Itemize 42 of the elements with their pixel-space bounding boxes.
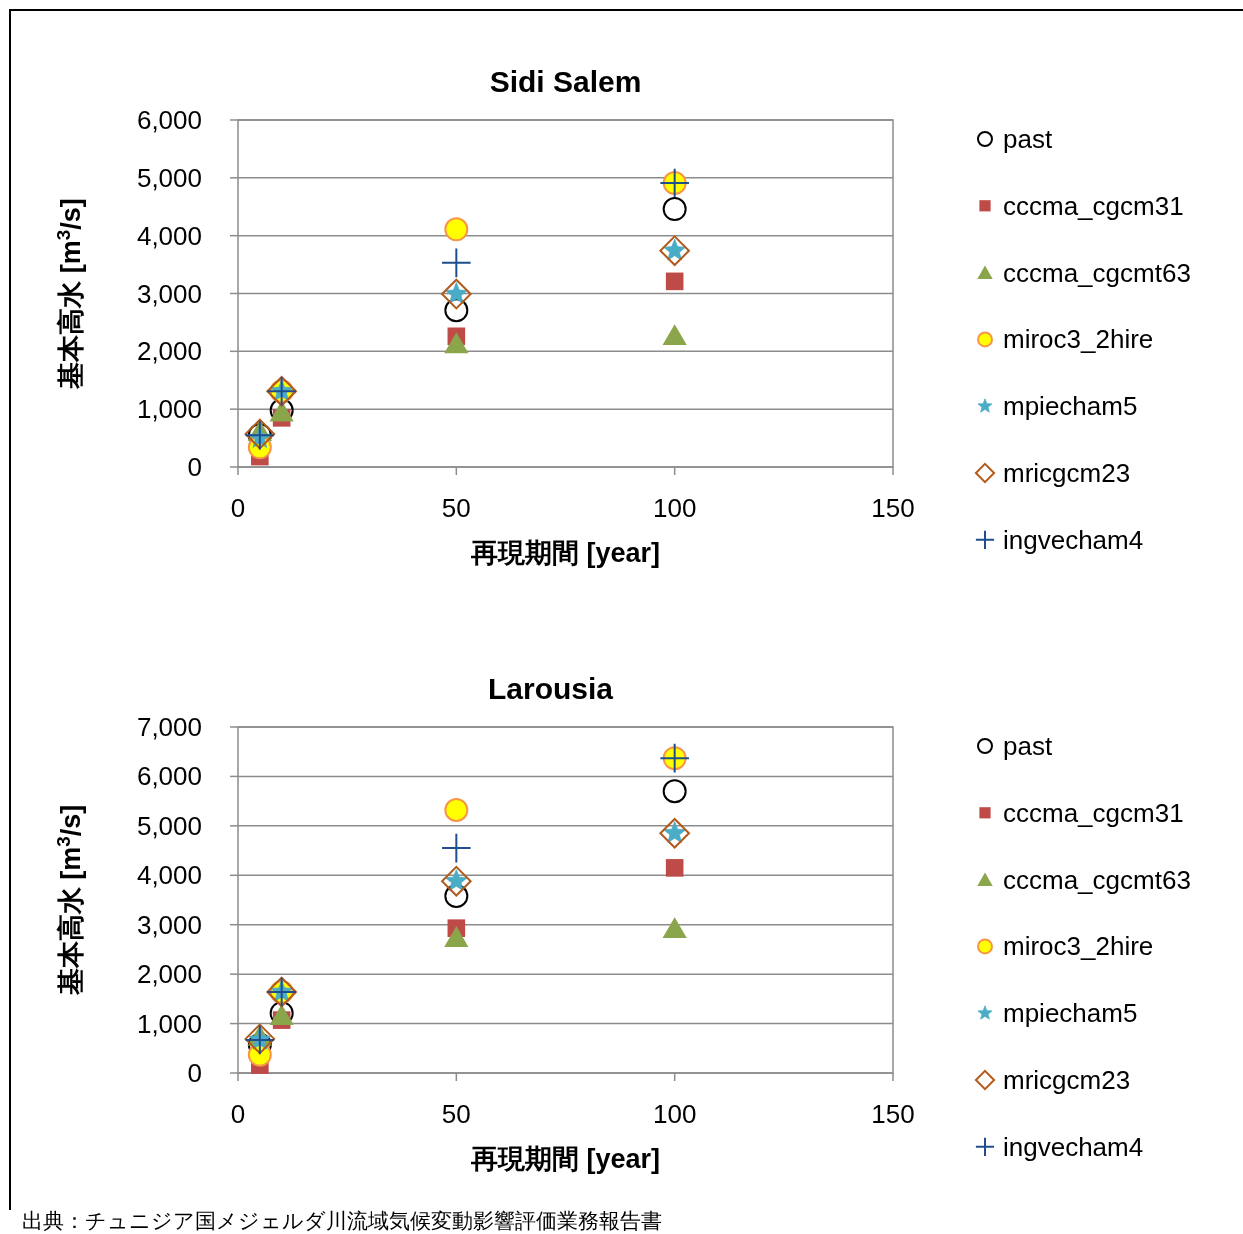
x-tick-label: 50 [441,1099,471,1129]
legend-label: cccma_cgcmt63 [1003,864,1191,895]
legend-label: miroc3_2hire [1003,324,1154,355]
y-tick-label: 2,000 [136,336,202,367]
legend-label: cccma_cgcm31 [1003,797,1184,828]
chart-title: Sidi Salem [489,65,642,98]
y-tick-label: 5,000 [136,810,202,841]
legend-label: mricgcm23 [1003,1065,1131,1095]
y-tick-label: 3,000 [136,278,202,309]
y-tick-label: 6,000 [136,105,202,135]
x-axis-title: 再現期間 [year] [469,1144,661,1174]
y-tick-label: 1,000 [136,1008,202,1039]
y-tick-label: 0 [187,1058,202,1088]
y-tick-label: 1,000 [136,394,202,425]
legend-label: cccma_cgcm31 [1003,190,1184,221]
legend-label: past [1003,731,1053,761]
legend-label: ingvecham4 [1003,1131,1144,1162]
legend-label: mpiecham5 [1003,998,1138,1029]
y-tick-label: 3,000 [136,909,202,940]
y-tick-label: 4,000 [136,220,202,251]
y-tick-label: 0 [187,452,202,482]
x-axis-title: 再現期間 [year] [469,538,661,568]
legend-label: mricgcm23 [1003,458,1131,488]
x-tick-label: 50 [441,493,471,523]
y-tick-label: 2,000 [136,959,202,990]
y-tick-label: 4,000 [136,860,202,891]
chart-title: Larousia [487,672,614,705]
x-tick-label: 100 [652,1099,697,1129]
legend-label: ingvecham4 [1003,524,1144,555]
source-note: 出典：チュニジア国メジェルダ川流域気候変動影響評価業務報告書 [22,1209,662,1233]
x-tick-label: 150 [871,493,915,523]
legend-label: past [1003,124,1053,154]
legend-label: miroc3_2hire [1003,931,1154,962]
legend-label: cccma_cgcmt63 [1003,257,1191,288]
x-tick-label: 150 [871,1099,915,1129]
legend-label: mpiecham5 [1003,391,1138,422]
y-tick-label: 5,000 [136,162,202,193]
y-tick-label: 7,000 [136,712,202,742]
y-tick-label: 6,000 [136,761,202,792]
x-tick-label: 0 [230,1099,246,1129]
x-tick-label: 0 [230,493,246,523]
x-tick-label: 100 [652,493,697,523]
